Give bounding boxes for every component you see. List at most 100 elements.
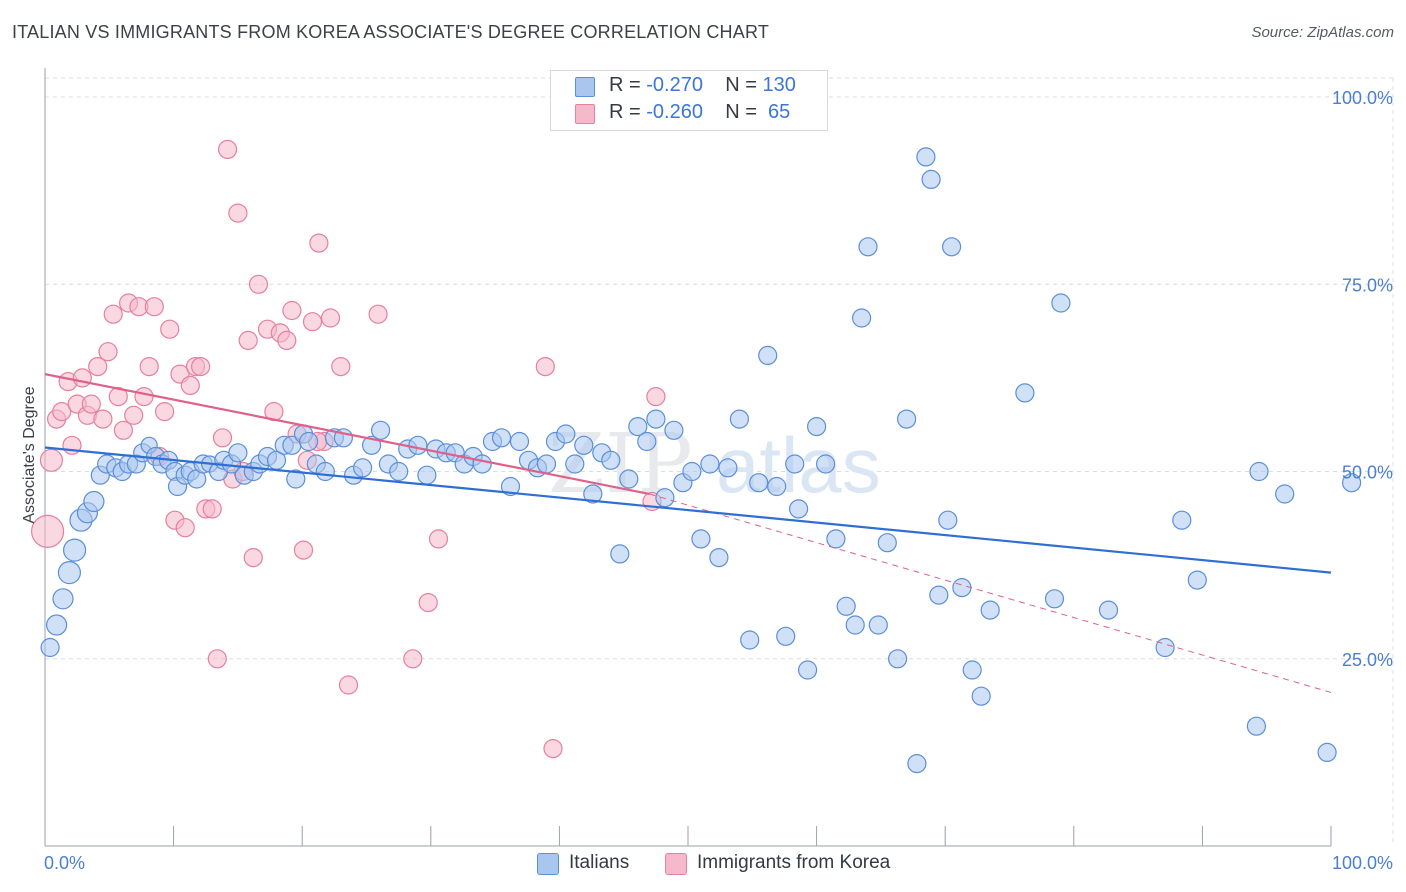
korea-point bbox=[218, 139, 238, 159]
italian-point bbox=[417, 465, 437, 485]
legend-n-label: N = bbox=[725, 74, 763, 96]
italians-legend-label: Italians bbox=[569, 852, 630, 873]
italian-point bbox=[938, 510, 958, 530]
italian-point bbox=[509, 431, 530, 452]
korea-point bbox=[248, 274, 269, 294]
korea-point bbox=[93, 409, 113, 429]
korea-point bbox=[309, 233, 329, 253]
chart-title: ITALIAN VS IMMIGRANTS FROM KOREA ASSOCIA… bbox=[12, 22, 770, 42]
korea-point bbox=[243, 547, 263, 568]
italian-point bbox=[758, 345, 778, 365]
italian-point bbox=[907, 753, 927, 774]
italian-point bbox=[610, 544, 630, 564]
italian-point bbox=[1275, 484, 1295, 504]
korea-point bbox=[331, 357, 351, 377]
korea-point bbox=[113, 420, 134, 440]
korea-point bbox=[535, 357, 555, 377]
tick-labels: 25.0% 50.0% 75.0% 100.0% 0.0% 100.0% bbox=[44, 88, 1393, 873]
italian-point bbox=[1249, 461, 1269, 482]
korea-point bbox=[428, 529, 449, 549]
italian-point bbox=[655, 488, 675, 508]
italian-point bbox=[40, 637, 60, 658]
italian-point bbox=[806, 417, 827, 437]
italian-point bbox=[845, 615, 865, 635]
italian-point bbox=[962, 660, 982, 680]
italian-point bbox=[858, 237, 878, 257]
italian-point bbox=[472, 454, 492, 474]
italian-point bbox=[536, 454, 557, 474]
italian-point bbox=[583, 484, 603, 504]
italian-point bbox=[408, 435, 428, 455]
y-axis-label: Associate's Degree bbox=[21, 386, 38, 523]
x-tick-label-max: 100.0% bbox=[1332, 853, 1393, 873]
korea-point bbox=[175, 518, 195, 538]
italian-point bbox=[1172, 510, 1192, 530]
italian-point bbox=[868, 615, 888, 635]
italian-point bbox=[646, 409, 666, 429]
italians-trend-line bbox=[44, 446, 1332, 574]
italian-point bbox=[700, 454, 720, 474]
korea-point bbox=[646, 387, 666, 407]
italian-point bbox=[740, 630, 760, 650]
italian-point bbox=[1051, 293, 1071, 313]
italian-point bbox=[682, 461, 702, 482]
korea-point bbox=[191, 357, 211, 377]
korea-point bbox=[72, 368, 92, 388]
italian-point bbox=[921, 169, 941, 189]
italian-point bbox=[628, 417, 648, 437]
korea-point bbox=[202, 499, 222, 519]
italian-point bbox=[353, 458, 373, 478]
italian-point bbox=[637, 431, 657, 452]
italian-point bbox=[556, 424, 576, 444]
italian-point bbox=[1317, 742, 1337, 763]
trend-lines bbox=[44, 373, 1332, 693]
italian-point bbox=[315, 461, 335, 482]
italian-point bbox=[1155, 637, 1175, 658]
legend-r-label: R = bbox=[609, 74, 647, 96]
legend-r-label: R = bbox=[609, 101, 647, 123]
korea-point bbox=[124, 405, 144, 425]
korea-point bbox=[543, 738, 563, 759]
korea-point bbox=[98, 342, 118, 362]
italian-point bbox=[601, 450, 621, 470]
korea-point bbox=[212, 428, 233, 448]
italian-point bbox=[1187, 570, 1207, 590]
italian-point bbox=[952, 577, 972, 598]
italian-point bbox=[286, 469, 306, 489]
korea-point bbox=[88, 357, 108, 377]
korea-trend-line bbox=[44, 373, 650, 496]
italian-point bbox=[83, 490, 105, 513]
y-tick-label: 50.0% bbox=[1342, 463, 1393, 483]
italian-point bbox=[1098, 600, 1119, 620]
y-tick-label: 75.0% bbox=[1342, 275, 1393, 295]
italian-point bbox=[574, 435, 594, 455]
x-tick-label-min: 0.0% bbox=[44, 853, 85, 873]
italian-point bbox=[619, 469, 639, 489]
italian-point bbox=[980, 600, 1000, 620]
legend-n-value-korea: 65 bbox=[762, 101, 791, 123]
italian-point bbox=[941, 237, 962, 257]
korea-point bbox=[81, 394, 101, 414]
korea-point bbox=[403, 649, 423, 669]
korea-point bbox=[277, 330, 297, 350]
korea-point bbox=[238, 330, 258, 350]
korea-point bbox=[160, 319, 180, 339]
italian-point bbox=[749, 473, 769, 493]
korea-point bbox=[52, 402, 72, 422]
source-label: Source: ZipAtlas.com bbox=[1251, 24, 1394, 41]
korea-trend-extension bbox=[649, 493, 1332, 693]
korea-point bbox=[368, 304, 388, 324]
italian-point bbox=[729, 409, 750, 429]
italian-point bbox=[1015, 383, 1035, 403]
korea-point bbox=[282, 300, 302, 321]
italian-point bbox=[718, 458, 738, 478]
italian-point bbox=[228, 443, 248, 463]
korea-point bbox=[134, 387, 154, 407]
italian-point bbox=[389, 461, 409, 482]
legend-r-value-korea: -0.260 bbox=[646, 101, 703, 123]
korea-swatch bbox=[575, 104, 595, 124]
korea-point bbox=[155, 402, 175, 422]
legend-n-label: N = bbox=[725, 101, 763, 123]
korea-point bbox=[30, 514, 65, 549]
